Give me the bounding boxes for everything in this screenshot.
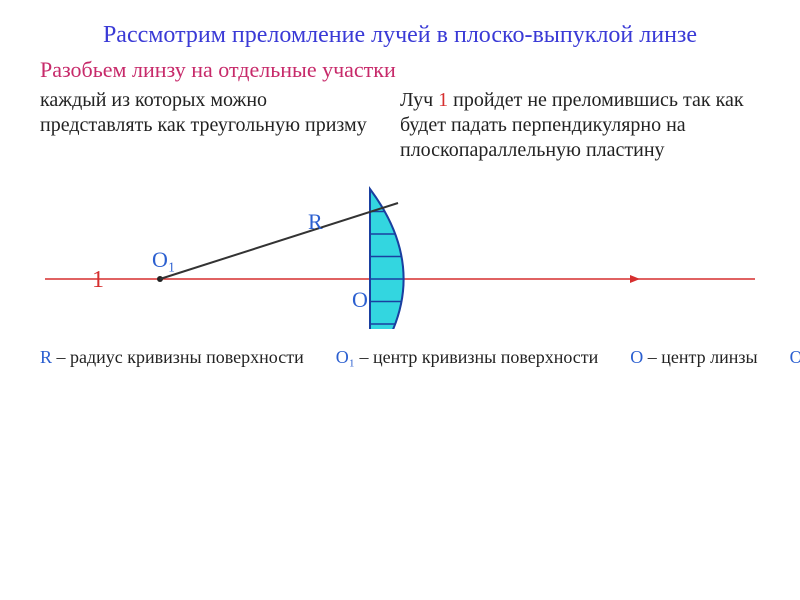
- text-columns: каждый из которых можно представлять как…: [40, 88, 760, 163]
- lens-diagram: 1 O₁ R O: [40, 159, 760, 329]
- slide-title: Рассмотрим преломление лучей в плоско-вы…: [40, 20, 760, 51]
- slide-subtitle: Разобьем линзу на отдельные участки: [40, 57, 760, 83]
- legend: R – радиус кривизны поверхности O₁ – цен…: [40, 347, 760, 369]
- legend-item-o: O – центр линзы: [630, 347, 757, 369]
- legend-label: O₁O: [790, 347, 800, 367]
- legend-desc: – центр кривизны поверхности: [355, 347, 598, 367]
- legend-item-r: R – радиус кривизны поверхности: [40, 347, 304, 369]
- legend-desc: – радиус кривизны поверхности: [52, 347, 304, 367]
- svg-text:O: O: [352, 287, 368, 312]
- svg-text:R: R: [308, 209, 323, 234]
- right-text: Луч 1 пройдет не преломившись так как бу…: [400, 88, 760, 163]
- svg-text:1: 1: [92, 267, 104, 293]
- right-text-pre: Луч: [400, 89, 438, 111]
- right-text-post: пройдет не преломившись так как будет па…: [400, 89, 744, 161]
- svg-text:O₁: O₁: [152, 247, 176, 272]
- legend-desc: – центр линзы: [643, 347, 757, 367]
- legend-label: O₁: [336, 347, 355, 367]
- legend-label: R: [40, 347, 52, 367]
- left-text: каждый из которых можно представлять как…: [40, 88, 370, 163]
- legend-item-o1o: O₁O– главная оптическая ось: [790, 347, 800, 369]
- legend-item-o1: O₁ – центр кривизны поверхности: [336, 347, 599, 369]
- legend-label: O: [630, 347, 643, 367]
- ray-number: 1: [438, 89, 448, 111]
